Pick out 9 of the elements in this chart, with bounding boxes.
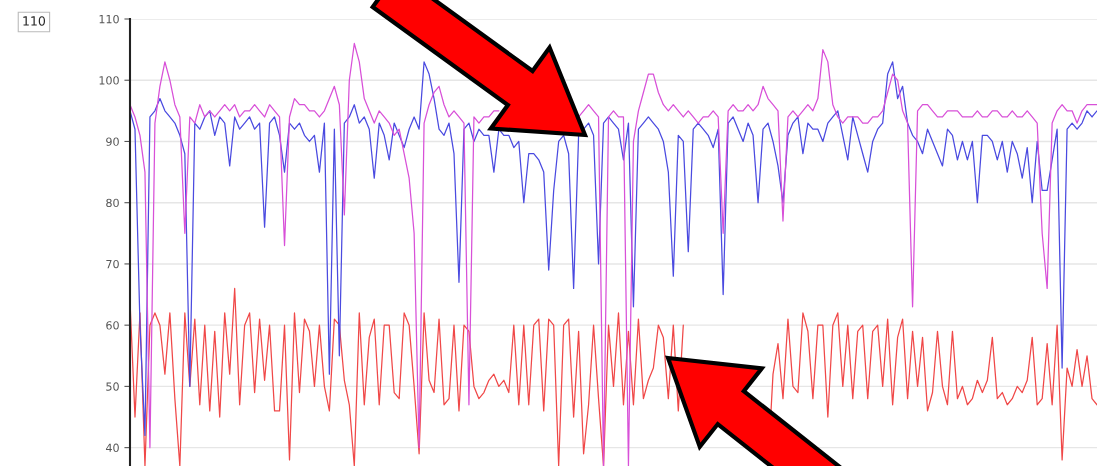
y-tick-label: 110	[99, 14, 119, 24]
y-tick-label: 40	[105, 443, 119, 453]
y-tick-label: 100	[99, 76, 119, 85]
y-tick-label: 60	[106, 321, 119, 330]
y-tick-label: 70	[106, 259, 119, 269]
y-tick-label: 80	[106, 198, 119, 208]
y-tick-label: 90	[106, 137, 119, 146]
text: 110	[23, 16, 46, 26]
y-tick-label: 50	[106, 382, 119, 391]
